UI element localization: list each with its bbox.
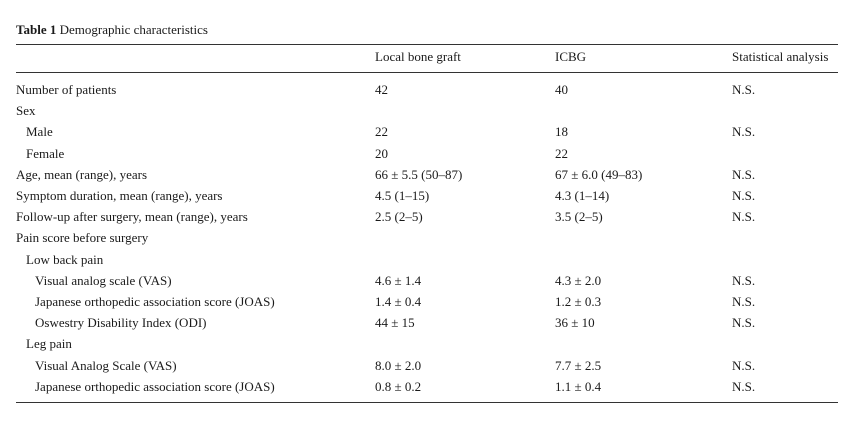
cell-icbg: 7.7 ± 2.5 xyxy=(555,357,602,373)
table-bottom-rule xyxy=(16,402,838,403)
cell-local-bone-graft: 4.6 ± 1.4 xyxy=(375,272,422,288)
cell-statistical-analysis: N.S. xyxy=(732,82,756,97)
row-label: Japanese orthopedic association score (J… xyxy=(35,294,275,309)
cell-local-bone-graft: 44 ± 15 xyxy=(375,315,415,331)
cell-statistical-analysis: N.S. xyxy=(732,315,756,331)
cell-local-bone-graft: 8.0 ± 2.0 xyxy=(375,357,422,373)
cell-local-bone-graft: 42 xyxy=(375,82,388,97)
cell-icbg: 1.2 ± 0.3 xyxy=(555,294,602,309)
row-label: Visual analog scale (VAS) xyxy=(35,272,172,288)
table-caption-label: Table 1 xyxy=(16,22,57,37)
cell-icbg: 1.1 ± 0.4 xyxy=(555,378,602,394)
row-label: Number of patients xyxy=(16,82,117,97)
table-header-rule xyxy=(16,72,838,73)
row-label: Follow-up after surgery, mean (range), y… xyxy=(16,209,248,225)
row-label: Female xyxy=(26,145,65,161)
table-caption-title: Demographic characteristics xyxy=(59,22,208,37)
cell-local-bone-graft: 4.5 (1–15) xyxy=(375,188,430,203)
cell-icbg: 4.3 ± 2.0 xyxy=(555,272,602,288)
table-top-rule xyxy=(16,44,838,45)
row-label: Age, mean (range), years xyxy=(16,166,148,182)
cell-local-bone-graft: 66 ± 5.5 (50–87) xyxy=(375,166,463,182)
cell-icbg: 18 xyxy=(555,124,568,140)
cell-icbg: 40 xyxy=(555,82,568,97)
table-header-row: Local bone graft ICBG Statistical analys… xyxy=(0,49,854,67)
cell-local-bone-graft: 22 xyxy=(375,124,388,140)
column-header-local-bone-graft: Local bone graft xyxy=(375,49,461,64)
row-label: Low back pain xyxy=(26,251,104,267)
cell-statistical-analysis: N.S. xyxy=(732,166,756,182)
cell-statistical-analysis: N.S. xyxy=(732,378,756,394)
row-label: Visual Analog Scale (VAS) xyxy=(35,357,177,373)
cell-statistical-analysis: N.S. xyxy=(732,188,756,203)
cell-statistical-analysis: N.S. xyxy=(732,124,756,140)
cell-statistical-analysis: N.S. xyxy=(732,294,756,309)
row-label: Symptom duration, mean (range), years xyxy=(16,188,223,203)
row-label: Leg pain xyxy=(26,336,72,352)
cell-local-bone-graft: 0.8 ± 0.2 xyxy=(375,378,422,394)
column-header-icbg: ICBG xyxy=(555,49,587,64)
cell-local-bone-graft: 1.4 ± 0.4 xyxy=(375,294,422,309)
column-header-statistical-analysis: Statistical analysis xyxy=(732,49,829,64)
cell-statistical-analysis: N.S. xyxy=(732,209,756,225)
cell-icbg: 22 xyxy=(555,145,568,161)
cell-icbg: 3.5 (2–5) xyxy=(555,209,603,225)
cell-statistical-analysis: N.S. xyxy=(732,272,756,288)
row-label: Male xyxy=(26,124,53,140)
row-label: Oswestry Disability Index (ODI) xyxy=(35,315,207,331)
cell-local-bone-graft: 2.5 (2–5) xyxy=(375,209,423,225)
row-label: Japanese orthopedic association score (J… xyxy=(35,378,275,394)
cell-icbg: 36 ± 10 xyxy=(555,315,595,331)
row-label: Pain score before surgery xyxy=(16,230,149,246)
cell-icbg: 4.3 (1–14) xyxy=(555,188,610,203)
cell-icbg: 67 ± 6.0 (49–83) xyxy=(555,166,643,182)
row-label: Sex xyxy=(16,103,36,119)
cell-statistical-analysis: N.S. xyxy=(732,357,756,373)
cell-local-bone-graft: 20 xyxy=(375,145,388,161)
table-caption: Table 1 Demographic characteristics xyxy=(16,22,208,38)
